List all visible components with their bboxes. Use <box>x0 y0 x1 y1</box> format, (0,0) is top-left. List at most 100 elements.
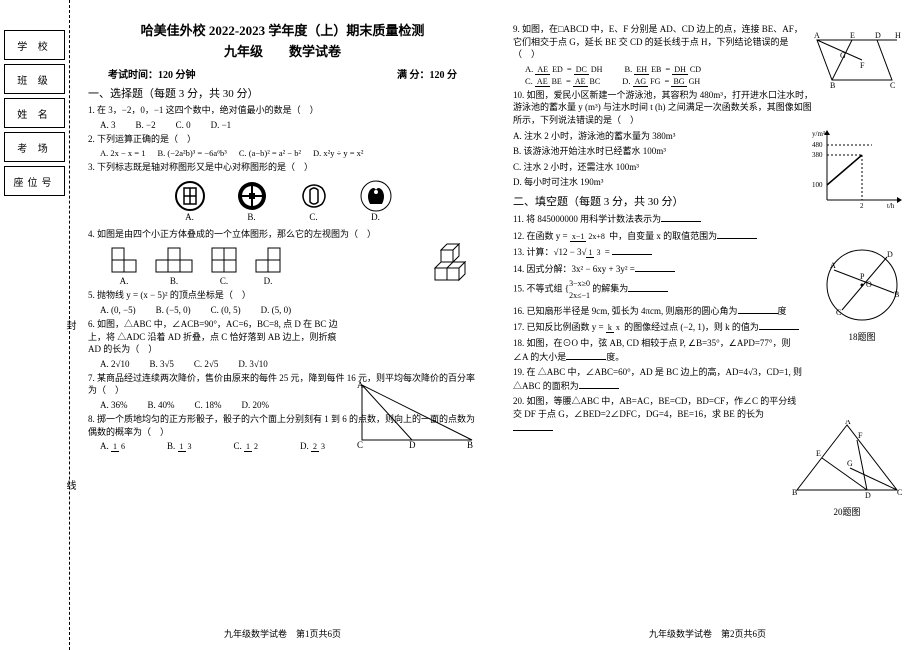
q4-opt-b: B. <box>152 244 196 286</box>
q2-opt-a: A. 2x − x = 1 <box>100 148 145 158</box>
exam-info-sidebar: 学 校 班 级 姓 名 考 场 座位号 封 线 <box>0 0 70 650</box>
q4-a-label: A. <box>120 276 129 286</box>
q18-figure: A B C D O P 18题图 <box>822 245 902 343</box>
view-d-icon <box>252 244 284 276</box>
question-9: 9. 如图，在□ABCD 中，E、F 分别是 AD、CD 边上的点，连接 BE、… <box>513 23 803 61</box>
class-box: 班 级 <box>4 64 65 94</box>
svg-text:P: P <box>860 272 865 281</box>
q3-opt-a-label: A. <box>185 212 194 222</box>
circle-chord-icon: A B C D O P <box>822 245 902 325</box>
room-box: 考 场 <box>4 132 65 162</box>
q7-opt-a: A. 36% <box>100 400 128 410</box>
view-b-icon <box>152 244 196 276</box>
q9-opt-a: A. AEED = DCDH <box>525 64 604 74</box>
question-18: 18. 如图，在⊙O 中，弦 AB, CD 相较于点 P, ∠B=35°，∠AP… <box>513 337 803 363</box>
q4-opt-c: C. <box>208 244 240 286</box>
svg-text:F: F <box>860 61 865 70</box>
q7-opt-c: C. 18% <box>195 400 222 410</box>
svg-text:D: D <box>887 250 893 259</box>
q3-logo-a: A. <box>174 180 206 222</box>
exam-title: 哈美佳外校 2022-2023 学年度（上）期末质量检测 <box>88 20 477 39</box>
q7-opt-d: D. 20% <box>242 400 270 410</box>
q9-figure: A B C D E F G H <box>802 30 902 93</box>
q20-caption: 20题图 <box>792 505 902 518</box>
page-1: 哈美佳外校 2022-2023 学年度（上）期末质量检测 九年级 数学试卷 考试… <box>70 0 495 650</box>
q6-opt-b: B. 3√5 <box>149 359 173 369</box>
q8-opt-c: C. 12 <box>234 441 261 451</box>
page-2-footer: 九年级数学试卷 第2页共6页 <box>495 627 920 640</box>
view-a-icon <box>108 244 140 276</box>
q2-options: A. 2x − x = 1 B. (−2a²b)³ = −6a⁶b³ C. (a… <box>100 148 477 158</box>
q1-options: A. 3 B. −2 C. 0 D. −1 <box>100 120 477 130</box>
exam-score: 满 分：120 分 <box>397 66 457 81</box>
svg-text:C: C <box>897 488 902 497</box>
view-c-icon <box>208 244 240 276</box>
question-4: 4. 如图是由四个小正方体叠成的一个立体图形，那么它的左视图为（ ） <box>88 228 477 241</box>
question-20: 20. 如图，等腰△ABC 中，AB=AC，BE=CD，BD=CF，作∠C 的平… <box>513 395 803 434</box>
q5-opt-c: C. (0, 5) <box>211 305 241 315</box>
page-2: A B C D E F G H 9. 如图，在□ABCD 中，E、F 分别是 A… <box>495 0 920 650</box>
q1-opt-c: C. 0 <box>176 120 191 130</box>
q3-opt-d-label: D. <box>371 212 380 222</box>
svg-text:C: C <box>890 81 895 90</box>
q4-d-label: D. <box>264 276 273 286</box>
tri-label-a: A <box>357 380 364 390</box>
q4-c-label: C. <box>220 276 228 286</box>
svg-text:A: A <box>814 31 820 40</box>
q4-3d-figure <box>425 238 473 289</box>
svg-text:t/h: t/h <box>887 202 895 210</box>
triangle-icon: A B C D <box>357 380 477 450</box>
coin-logo-icon <box>236 180 268 212</box>
name-box: 姓 名 <box>4 98 65 128</box>
q3-logo-c: C. <box>298 180 330 222</box>
q10-chart: 480 380 100 2 t/h y/m³ <box>812 130 902 213</box>
q6-opt-d: D. 3√10 <box>238 359 267 369</box>
svg-text:D: D <box>865 491 871 500</box>
q5-options: A. (0, −5) B. (−5, 0) C. (0, 5) D. (5, 0… <box>100 305 477 315</box>
svg-text:2: 2 <box>860 202 864 210</box>
q6-opt-c: C. 2√5 <box>194 359 218 369</box>
svg-text:G: G <box>840 51 846 60</box>
q3-opt-b-label: B. <box>247 212 255 222</box>
q2-opt-b: B. (−2a²b)³ = −6a⁶b³ <box>157 148 226 158</box>
exam-meta: 考试时间：120 分钟 满 分：120 分 <box>88 66 477 81</box>
triangle-20-icon: A B C D E F G <box>792 420 902 500</box>
svg-text:D: D <box>875 31 881 40</box>
q7-opt-b: B. 40% <box>148 400 175 410</box>
q9-opt-c: C. AEBE = AEBC <box>525 76 602 86</box>
svg-text:H: H <box>895 31 901 40</box>
q3-logo-d: D. <box>360 180 392 222</box>
parallelogram-icon: A B C D E F G H <box>802 30 902 90</box>
q4-b-label: B. <box>170 276 178 286</box>
svg-text:100: 100 <box>812 181 823 189</box>
page-1-footer: 九年级数学试卷 第1页共6页 <box>70 627 495 640</box>
tri-label-b: B <box>467 440 473 450</box>
q2-opt-c: C. (a−b)² = a² − b² <box>239 148 301 158</box>
q6-opt-a: A. 2√10 <box>100 359 129 369</box>
question-2: 2. 下列运算正确的是（ ） <box>88 133 477 146</box>
q6-figure: A B C D <box>357 380 477 453</box>
q5-opt-b: B. (−5, 0) <box>156 305 191 315</box>
q9-opt-b: B. EHEB = DHCD <box>624 64 703 74</box>
question-1: 1. 在 3，−2，0，−1 这四个数中，绝对值最小的数是（ ） <box>88 104 477 117</box>
svg-text:A: A <box>845 420 851 426</box>
q6-options: A. 2√10 B. 3√5 C. 2√5 D. 3√10 <box>100 359 477 369</box>
svg-text:G: G <box>847 459 853 468</box>
question-10: 10. 如图，爱民小区新建一个游泳池，其容积为 480m³，打开进水口注水时，游… <box>513 89 813 127</box>
q9-opt-d: D. AGFG = BGGH <box>622 76 702 86</box>
q5-opt-a: A. (0, −5) <box>100 305 136 315</box>
svg-text:C: C <box>836 308 841 317</box>
svg-text:y/m³: y/m³ <box>812 130 825 138</box>
q1-opt-a: A. 3 <box>100 120 116 130</box>
q3-logo-b: B. <box>236 180 268 222</box>
question-3: 3. 下列标志既是轴对称图形又是中心对称图形的是（ ） <box>88 161 477 174</box>
exam-subtitle: 九年级 数学试卷 <box>88 41 477 60</box>
q8-opt-a: A. 16 <box>100 441 127 451</box>
q3-logos: A. B. C. D. <box>88 180 477 222</box>
q1-opt-d: D. −1 <box>211 120 232 130</box>
svg-text:A: A <box>830 261 836 270</box>
question-12: 12. 在函数 y = x−12x+8 中，自变量 x 的取值范围为 <box>513 229 902 243</box>
hands-logo-icon <box>360 180 392 212</box>
svg-text:E: E <box>850 31 855 40</box>
q4-opt-a: A. <box>108 244 140 286</box>
